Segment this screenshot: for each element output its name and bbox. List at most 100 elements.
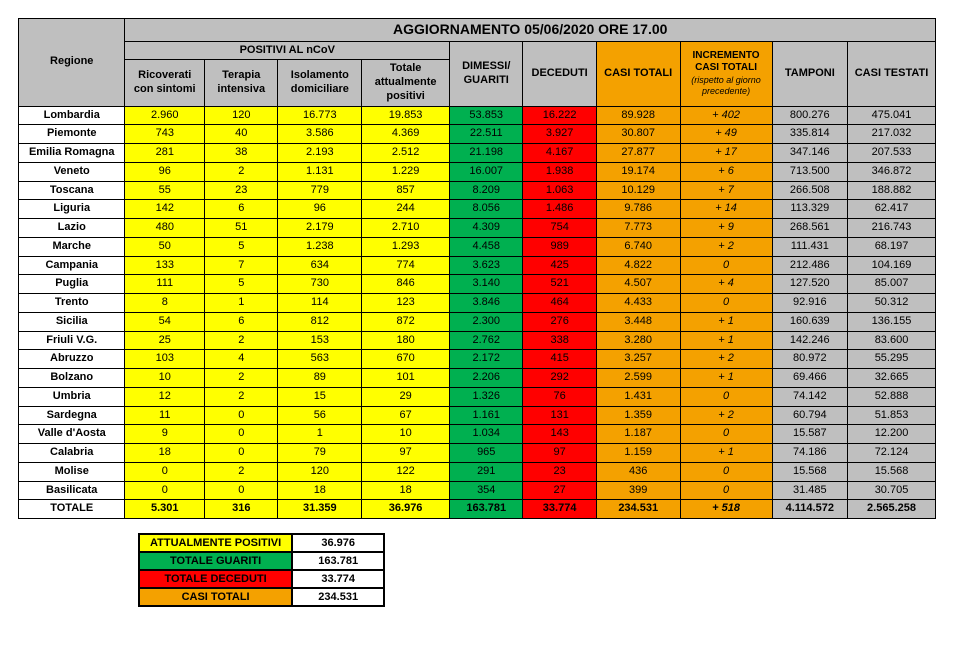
table-row: Sardegna11056671.1611311.359+ 260.79451.…	[19, 406, 936, 425]
data-cell: 120	[278, 462, 362, 481]
data-cell: 188.882	[848, 181, 936, 200]
summary-cas-value: 234.531	[292, 588, 384, 606]
data-cell: 8.056	[450, 200, 523, 219]
data-cell: 1	[278, 425, 362, 444]
data-cell: 0	[680, 425, 772, 444]
data-cell: 56	[278, 406, 362, 425]
data-cell: 0	[125, 462, 205, 481]
region-cell: Valle d'Aosta	[19, 425, 125, 444]
data-cell: 4.507	[596, 275, 680, 294]
data-cell: 76	[523, 387, 596, 406]
data-cell: 0	[205, 406, 278, 425]
data-cell: 11	[125, 406, 205, 425]
data-cell: 15.568	[772, 462, 847, 481]
data-cell: 1.131	[278, 162, 362, 181]
region-cell: Umbria	[19, 387, 125, 406]
data-cell: 346.872	[848, 162, 936, 181]
data-cell: 281	[125, 144, 205, 163]
data-cell: 1.034	[450, 425, 523, 444]
data-cell: 23	[205, 181, 278, 200]
header-incremento-sub: (rispetto al giorno precedente)	[685, 75, 768, 98]
data-cell: 31.359	[278, 500, 362, 519]
header-tamponi: TAMPONI	[772, 41, 847, 106]
data-cell: 3.586	[278, 125, 362, 144]
data-cell: 2	[205, 162, 278, 181]
table-row: Veneto9621.1311.22916.0071.93819.174+ 67…	[19, 162, 936, 181]
data-cell: 104.169	[848, 256, 936, 275]
region-cell: Calabria	[19, 444, 125, 463]
data-cell: 872	[362, 312, 450, 331]
data-cell: 2.193	[278, 144, 362, 163]
data-cell: 136.155	[848, 312, 936, 331]
data-cell: 268.561	[772, 219, 847, 238]
header-ricoverati: Ricoverati con sintomi	[125, 60, 205, 106]
data-cell: 60.794	[772, 406, 847, 425]
table-row: Abruzzo10345636702.1724153.257+ 280.9725…	[19, 350, 936, 369]
data-cell: 291	[450, 462, 523, 481]
data-cell: 10	[125, 369, 205, 388]
data-cell: 83.600	[848, 331, 936, 350]
header-testati: CASI TESTATI	[848, 41, 936, 106]
data-cell: 1.293	[362, 237, 450, 256]
data-cell: + 1	[680, 312, 772, 331]
data-cell: 9.786	[596, 200, 680, 219]
data-cell: 1.238	[278, 237, 362, 256]
data-cell: 8.209	[450, 181, 523, 200]
data-cell: 27	[523, 481, 596, 500]
region-cell: Abruzzo	[19, 350, 125, 369]
data-cell: 16.773	[278, 106, 362, 125]
data-cell: 5.301	[125, 500, 205, 519]
data-cell: 1.431	[596, 387, 680, 406]
table-row: Marche5051.2381.2934.4589896.740+ 2111.4…	[19, 237, 936, 256]
data-cell: 15.568	[848, 462, 936, 481]
data-cell: 425	[523, 256, 596, 275]
data-cell: + 1	[680, 444, 772, 463]
data-cell: 2	[205, 331, 278, 350]
data-cell: + 4	[680, 275, 772, 294]
summary-dec-value: 33.774	[292, 570, 384, 588]
data-cell: 54	[125, 312, 205, 331]
data-cell: 38	[205, 144, 278, 163]
data-cell: 634	[278, 256, 362, 275]
data-cell: 2.565.258	[848, 500, 936, 519]
data-cell: 354	[450, 481, 523, 500]
data-cell: 79	[278, 444, 362, 463]
data-cell: 85.007	[848, 275, 936, 294]
data-cell: 36.976	[362, 500, 450, 519]
data-cell: 2.762	[450, 331, 523, 350]
data-cell: 563	[278, 350, 362, 369]
data-cell: 2	[205, 369, 278, 388]
data-cell: 212.486	[772, 256, 847, 275]
data-cell: 40	[205, 125, 278, 144]
data-cell: 16.007	[450, 162, 523, 181]
data-cell: + 6	[680, 162, 772, 181]
data-cell: 4.458	[450, 237, 523, 256]
header-isolamento: Isolamento domiciliare	[278, 60, 362, 106]
data-cell: 216.743	[848, 219, 936, 238]
data-cell: 72.124	[848, 444, 936, 463]
data-cell: 3.257	[596, 350, 680, 369]
data-cell: 6	[205, 200, 278, 219]
data-cell: 12.200	[848, 425, 936, 444]
data-cell: 774	[362, 256, 450, 275]
table-header: Regione AGGIORNAMENTO 05/06/2020 ORE 17.…	[19, 19, 936, 107]
region-cell: Marche	[19, 237, 125, 256]
data-cell: + 1	[680, 369, 772, 388]
data-cell: 153	[278, 331, 362, 350]
data-cell: 123	[362, 294, 450, 313]
data-cell: 464	[523, 294, 596, 313]
data-cell: 4.114.572	[772, 500, 847, 519]
data-cell: + 14	[680, 200, 772, 219]
data-cell: 0	[205, 425, 278, 444]
data-cell: 62.417	[848, 200, 936, 219]
data-cell: 30.705	[848, 481, 936, 500]
data-cell: 276	[523, 312, 596, 331]
table-row: Valle d'Aosta901101.0341431.187015.58712…	[19, 425, 936, 444]
data-cell: + 2	[680, 237, 772, 256]
region-cell: Sardegna	[19, 406, 125, 425]
data-cell: + 2	[680, 350, 772, 369]
data-cell: 0	[680, 294, 772, 313]
data-cell: 730	[278, 275, 362, 294]
data-cell: 1.187	[596, 425, 680, 444]
data-cell: 4.369	[362, 125, 450, 144]
